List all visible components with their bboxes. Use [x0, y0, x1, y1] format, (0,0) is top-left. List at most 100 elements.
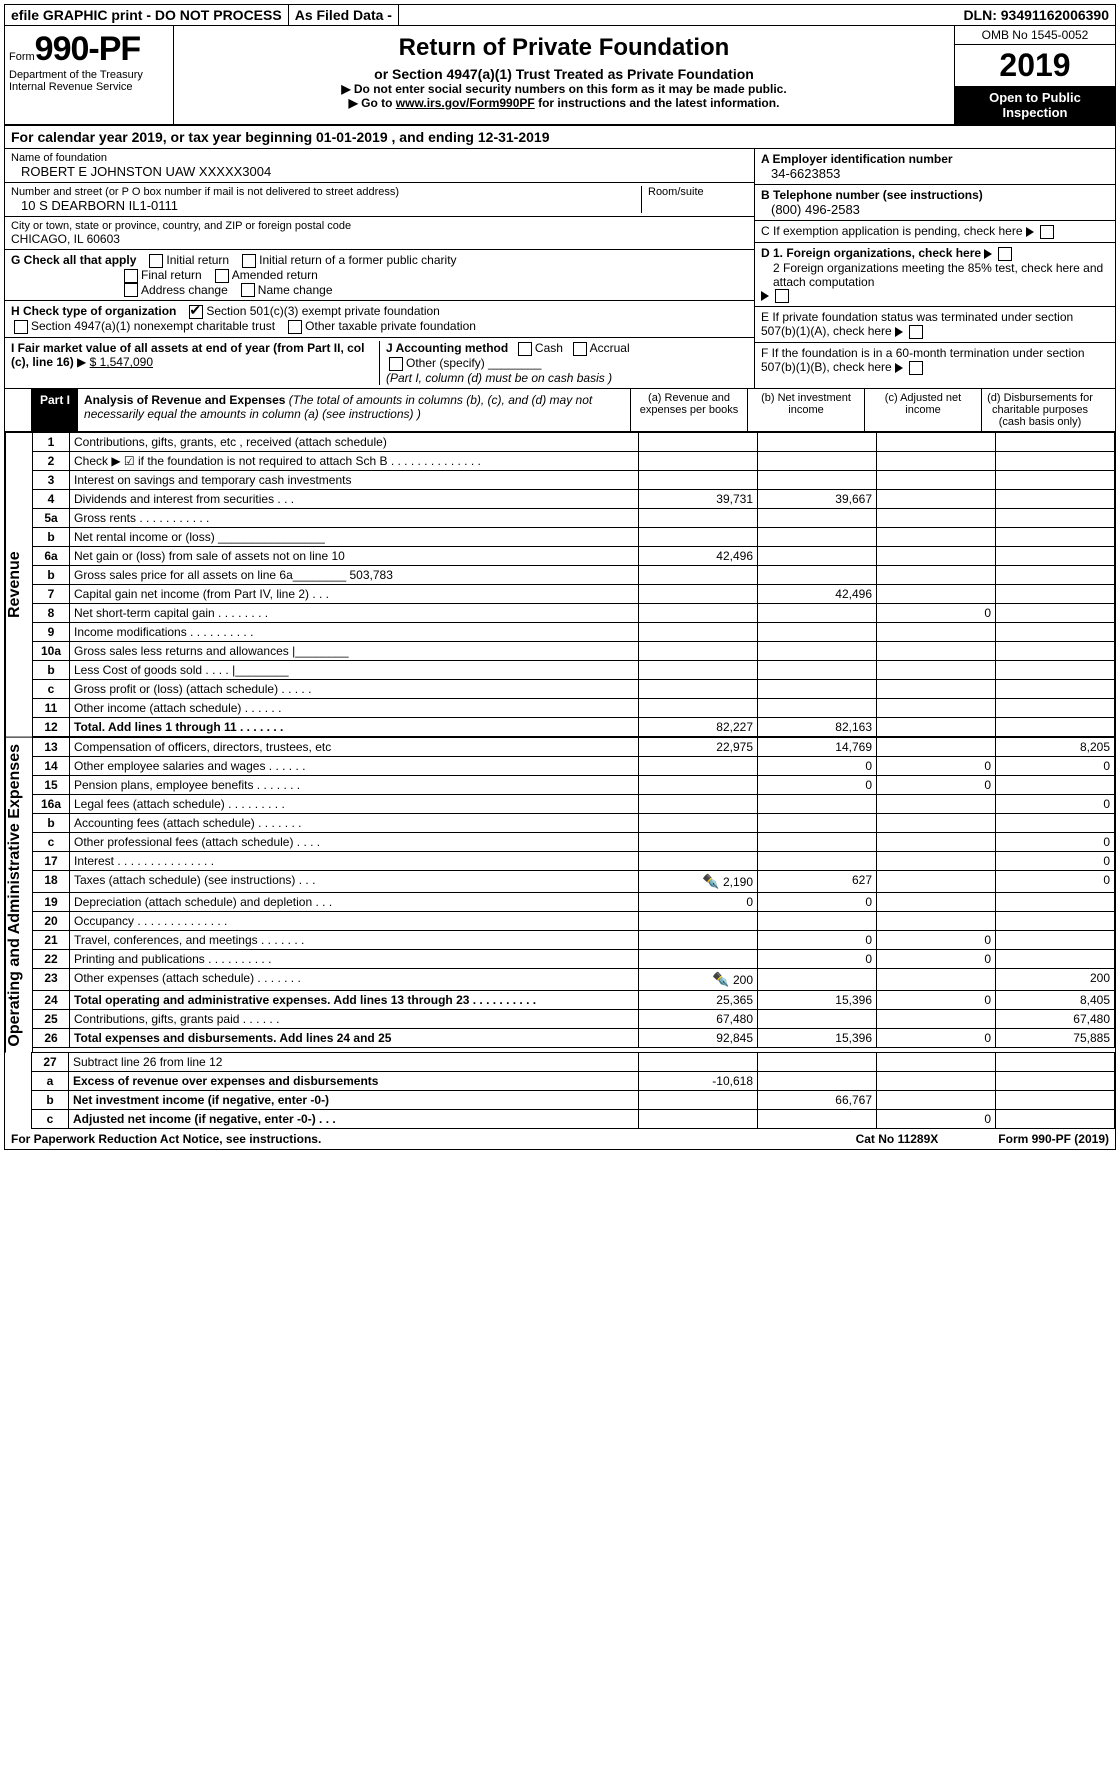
chk-cash[interactable] — [518, 342, 532, 356]
table-row: 24Total operating and administrative exp… — [33, 990, 1115, 1009]
revenue-section: Revenue 1Contributions, gifts, grants, e… — [5, 432, 1115, 737]
revenue-label: Revenue — [5, 432, 33, 737]
form-header: Form990-PF Department of the Treasury In… — [5, 26, 1115, 126]
form-version: Form 990-PF (2019) — [998, 1132, 1109, 1146]
net-section: 27Subtract line 26 from line 12aExcess o… — [5, 1052, 1115, 1129]
table-row: 2Check ▶ ☑ if the foundation is not requ… — [33, 451, 1115, 470]
table-row: 21Travel, conferences, and meetings . . … — [33, 930, 1115, 949]
fmv-assets: $ 1,547,090 — [90, 355, 153, 369]
table-row: bLess Cost of goods sold . . . . |______… — [33, 660, 1115, 679]
chk-other-taxable[interactable] — [288, 320, 302, 334]
ein: 34-6623853 — [761, 166, 1109, 181]
table-row: bNet investment income (if negative, ent… — [32, 1091, 1115, 1110]
chk-accrual[interactable] — [573, 342, 587, 356]
arrow-icon — [984, 249, 992, 259]
chk-amended-return[interactable] — [215, 269, 229, 283]
top-bar: efile GRAPHIC print - DO NOT PROCESS As … — [5, 5, 1115, 26]
table-row: bGross sales price for all assets on lin… — [33, 565, 1115, 584]
table-row: 18Taxes (attach schedule) (see instructi… — [33, 870, 1115, 892]
efile-notice: efile GRAPHIC print - DO NOT PROCESS — [5, 5, 289, 25]
table-row: 4Dividends and interest from securities … — [33, 489, 1115, 508]
chk-4947a1[interactable] — [14, 320, 28, 334]
street-address: 10 S DEARBORN IL1-0111 — [11, 198, 635, 213]
header-right: OMB No 1545-0052 2019 Open to Public Ins… — [954, 26, 1115, 124]
pen-icon: ✒️ — [712, 971, 729, 987]
part1-header: Part I Analysis of Revenue and Expenses … — [5, 389, 1115, 432]
foundation-name-box: Name of foundation ROBERT E JOHNSTON UAW… — [5, 149, 754, 183]
irs-link[interactable]: www.irs.gov/Form990PF — [396, 96, 535, 110]
table-row: 1Contributions, gifts, grants, etc , rec… — [33, 432, 1115, 451]
form-prefix: Form — [9, 51, 35, 63]
table-row: 9Income modifications . . . . . . . . . … — [33, 622, 1115, 641]
table-row: aExcess of revenue over expenses and dis… — [32, 1072, 1115, 1091]
calendar-year-row: For calendar year 2019, or tax year begi… — [5, 126, 1115, 149]
table-row: 8Net short-term capital gain . . . . . .… — [33, 603, 1115, 622]
box-D: D 1. Foreign organizations, check here 2… — [755, 243, 1115, 308]
chk-initial-return-former[interactable] — [242, 254, 256, 268]
chk-final-return[interactable] — [124, 269, 138, 283]
section-IJ: I Fair market value of all assets at end… — [5, 338, 754, 388]
chk-initial-return[interactable] — [149, 254, 163, 268]
col-b-header: (b) Net investment income — [747, 389, 864, 431]
chk-address-change[interactable] — [124, 283, 138, 297]
form-subtitle: or Section 4947(a)(1) Trust Treated as P… — [182, 66, 946, 82]
table-row: 11Other income (attach schedule) . . . .… — [33, 698, 1115, 717]
header-center: Return of Private Foundation or Section … — [174, 26, 954, 124]
dept-irs: Internal Revenue Service — [9, 81, 169, 93]
city-state-zip: CHICAGO, IL 60603 — [11, 232, 748, 246]
form-note-link: ▶ Go to www.irs.gov/Form990PF for instru… — [182, 96, 946, 110]
table-row: 25Contributions, gifts, grants paid . . … — [33, 1009, 1115, 1028]
public-inspection: Open to Public Inspection — [955, 86, 1115, 124]
foundation-name: ROBERT E JOHNSTON UAW XXXXX3004 — [11, 164, 748, 179]
telephone: (800) 496-2583 — [761, 202, 1109, 217]
form-note-ssn: ▶ Do not enter social security numbers o… — [182, 82, 946, 96]
table-row: 26Total expenses and disbursements. Add … — [33, 1028, 1115, 1047]
chk-D2[interactable] — [775, 289, 789, 303]
table-row: 23Other expenses (attach schedule) . . .… — [33, 968, 1115, 990]
catalog-number: Cat No 11289X — [856, 1132, 939, 1146]
chk-name-change[interactable] — [241, 283, 255, 297]
box-E: E If private foundation status was termi… — [755, 307, 1115, 343]
form-number: 990-PF — [35, 30, 141, 68]
table-row: 19Depreciation (attach schedule) and dep… — [33, 892, 1115, 911]
dept-treasury: Department of the Treasury — [9, 69, 169, 81]
box-A: A Employer identification number 34-6623… — [755, 149, 1115, 185]
city-box: City or town, state or province, country… — [5, 217, 754, 250]
year-begin: 01-01-2019 — [316, 129, 388, 145]
table-row: 3Interest on savings and temporary cash … — [33, 470, 1115, 489]
part1-tag: Part I — [32, 389, 78, 431]
table-row: 17Interest . . . . . . . . . . . . . . .… — [33, 851, 1115, 870]
section-H: H Check type of organization Section 501… — [5, 301, 754, 338]
table-row: 16aLegal fees (attach schedule) . . . . … — [33, 794, 1115, 813]
omb-number: OMB No 1545-0052 — [955, 26, 1115, 45]
paperwork-notice: For Paperwork Reduction Act Notice, see … — [11, 1132, 321, 1146]
table-row: 14Other employee salaries and wages . . … — [33, 756, 1115, 775]
address-box: Number and street (or P O box number if … — [5, 183, 754, 217]
year-end: 12-31-2019 — [478, 129, 550, 145]
chk-other-method[interactable] — [389, 357, 403, 371]
chk-D1[interactable] — [998, 247, 1012, 261]
table-row: 12Total. Add lines 1 through 11 . . . . … — [33, 717, 1115, 736]
table-row: 27Subtract line 26 from line 12 — [32, 1053, 1115, 1072]
table-row: bAccounting fees (attach schedule) . . .… — [33, 813, 1115, 832]
col-c-header: (c) Adjusted net income — [864, 389, 981, 431]
table-row: 7Capital gain net income (from Part IV, … — [33, 584, 1115, 603]
form-title: Return of Private Foundation — [182, 34, 946, 62]
section-G: G Check all that apply Initial return In… — [5, 250, 754, 301]
dln: DLN: 93491162006390 — [957, 5, 1115, 25]
table-row: 20Occupancy . . . . . . . . . . . . . . — [33, 911, 1115, 930]
box-F: F If the foundation is in a 60-month ter… — [755, 343, 1115, 378]
expense-section: Operating and Administrative Expenses 13… — [5, 737, 1115, 1053]
chk-C[interactable] — [1040, 225, 1054, 239]
chk-E[interactable] — [909, 325, 923, 339]
table-row: 13Compensation of officers, directors, t… — [33, 737, 1115, 756]
form-page: efile GRAPHIC print - DO NOT PROCESS As … — [4, 4, 1116, 1150]
pen-icon: ✒️ — [702, 873, 719, 889]
table-row: cAdjusted net income (if negative, enter… — [32, 1110, 1115, 1129]
header-left: Form990-PF Department of the Treasury In… — [5, 26, 174, 124]
chk-501c3[interactable] — [189, 305, 203, 319]
table-row: 15Pension plans, employee benefits . . .… — [33, 775, 1115, 794]
tax-year: 2019 — [955, 45, 1115, 86]
table-row: 10aGross sales less returns and allowanc… — [33, 641, 1115, 660]
chk-F[interactable] — [909, 361, 923, 375]
